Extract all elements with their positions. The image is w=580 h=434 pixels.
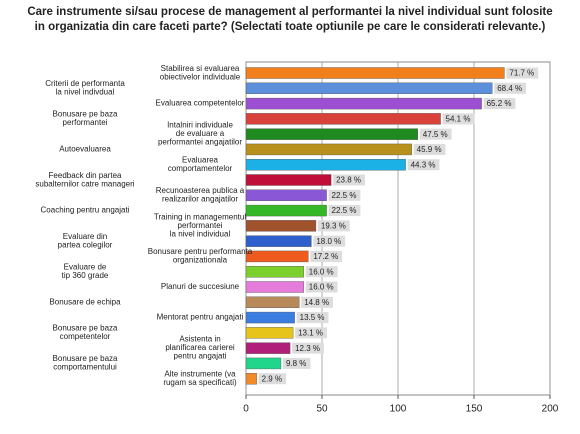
chart-title: in organizatia din care faceti parte? (S… [35, 21, 546, 33]
bar [245, 113, 441, 125]
value-label: 65.2 % [487, 99, 512, 108]
value-label-bg [258, 373, 287, 385]
category-label: Bonusare pe baza performantei [53, 110, 118, 128]
value-label: 12.3 % [295, 344, 320, 353]
category-label: Feedback din partea subalternilor catre m… [35, 171, 134, 189]
bar [245, 311, 295, 324]
value-label: 17.2 % [313, 252, 338, 261]
value-label-bg [317, 220, 350, 232]
bar [245, 189, 327, 201]
value-label: 16.0 % [309, 283, 334, 292]
value-label-bg [483, 98, 516, 110]
bar [245, 143, 412, 156]
value-label: 54.1 % [446, 114, 471, 123]
x-tick-label: 50 [316, 404, 328, 415]
value-label-bg [494, 82, 527, 94]
bar [245, 327, 294, 339]
x-tick-label: 200 [542, 404, 559, 415]
value-label-bg [282, 357, 311, 369]
value-label-bg [296, 312, 329, 324]
value-label-bg [333, 174, 365, 186]
value-label: 14.8 % [304, 298, 329, 307]
category-label: Bonusare pe baza comportamentului [53, 354, 118, 372]
value-label: 2.9 % [262, 374, 282, 383]
value-label: 22.5 % [332, 191, 357, 200]
category-label: Evaluare de tip 360 grade [62, 263, 109, 281]
chart-title: Care instrumente si/sau procese de manag… [27, 6, 552, 18]
value-label-bg [442, 113, 475, 125]
bar [245, 67, 505, 79]
bar [245, 373, 257, 385]
x-tick-label: 100 [390, 404, 407, 415]
category-label: Evaluare din partea colegilor [58, 232, 113, 250]
bar [245, 342, 291, 354]
x-tick-label: 0 [243, 404, 249, 415]
bar [245, 97, 482, 110]
value-label-bg [328, 205, 361, 217]
category-label: Evaluarea competentelor [156, 99, 245, 108]
value-label-bg [506, 67, 539, 79]
category-label: Asistenta in planificarea carierei pentru … [165, 335, 235, 361]
category-label: Bonusare de echipa [49, 297, 121, 306]
value-label-bg [305, 266, 338, 278]
x-tick-label: 150 [466, 404, 483, 415]
value-label: 9.8 % [286, 359, 306, 368]
bar [245, 266, 304, 278]
category-label: Intalniri individuale de evaluare a perfor… [158, 121, 242, 147]
value-label: 18.0 % [316, 237, 341, 246]
category-label: Training in managementul performantei la n… [154, 212, 246, 238]
value-label: 13.5 % [300, 313, 325, 322]
bar [245, 159, 406, 171]
value-label: 23.8 % [336, 176, 361, 185]
value-label: 44.3 % [411, 160, 436, 169]
value-label: 22.5 % [332, 206, 357, 215]
category-label: Bonusare pentru performanta organizationa… [148, 247, 253, 264]
value-label-bg [295, 327, 327, 339]
value-label: 47.5 % [423, 130, 448, 139]
value-label: 68.4 % [497, 84, 522, 93]
value-label-bg [328, 189, 361, 201]
bar [245, 204, 327, 217]
value-label-bg [305, 281, 338, 293]
value-label: 45.9 % [417, 145, 442, 154]
category-label: Autoevaluarea [59, 145, 111, 154]
value-label-bg [419, 128, 452, 140]
bar [245, 82, 493, 94]
value-label: 13.1 % [298, 328, 323, 337]
value-label-bg [310, 250, 343, 262]
bar [245, 235, 312, 247]
value-label: 19.3 % [321, 221, 346, 230]
value-label-bg [413, 143, 446, 155]
value-label: 16.0 % [309, 267, 334, 276]
category-label: Criterii de performanta la nivel indivdua… [45, 79, 125, 97]
bar [245, 250, 309, 263]
bar [245, 220, 317, 232]
value-label-bg [301, 296, 333, 308]
category-label: Recunoasterea publica a realizarilor anga… [156, 186, 245, 204]
value-label-bg [407, 159, 440, 171]
value-label-bg [292, 342, 324, 354]
category-label: Stabilirea si evaluarea obiectivelor indi… [160, 64, 241, 82]
bar [245, 281, 304, 293]
bar [245, 357, 282, 370]
category-label: Bonusare pe baza competentelor [53, 324, 118, 342]
category-label: Mentorat pentru angajati [157, 313, 244, 322]
category-label: Planuri de succesiune [161, 282, 240, 291]
bar [245, 128, 418, 140]
category-label: Coaching pentru angajati [41, 206, 130, 215]
value-label: 71.7 % [509, 69, 534, 78]
bar [245, 174, 332, 186]
bar [245, 296, 300, 308]
category-label: Evaluarea comportamentelor [168, 156, 233, 174]
category-label: Alte instrumente (va rugam sa specificati… [163, 370, 237, 388]
value-label-bg [313, 235, 346, 247]
